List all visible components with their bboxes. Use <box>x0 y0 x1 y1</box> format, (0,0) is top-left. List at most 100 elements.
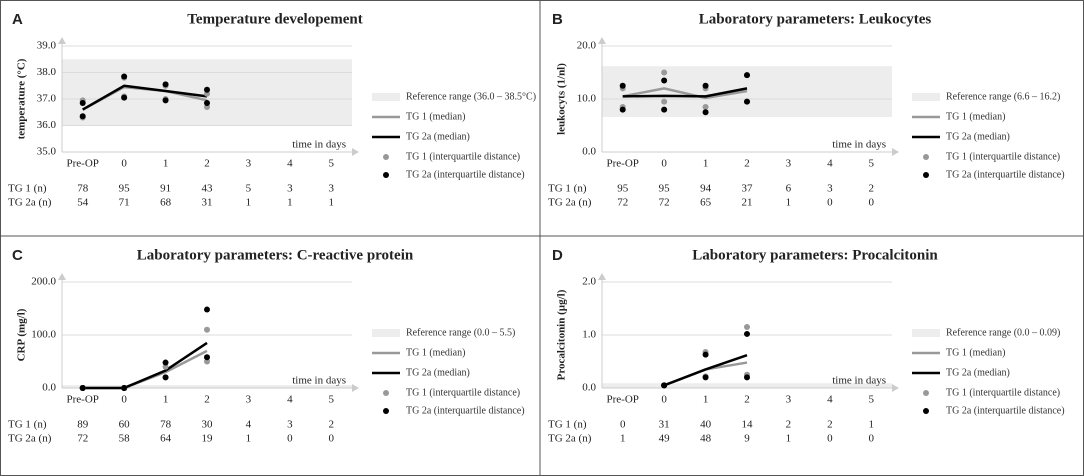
y-tick-label: 38.0 <box>37 66 57 78</box>
panel-letter: B <box>552 11 563 28</box>
x-tick-label: 5 <box>869 394 875 406</box>
count-cell: 31 <box>659 419 670 431</box>
median-line <box>622 87 748 98</box>
iqr-dot <box>702 103 709 110</box>
x-tick-label: 0 <box>121 394 127 406</box>
count-row-label: TG 2a (n) <box>548 197 592 209</box>
y-axis-arrow <box>598 37 606 44</box>
legend-swatch <box>372 93 400 101</box>
count-row-label: TG 2a (n) <box>8 433 52 445</box>
iqr-dot <box>744 98 750 105</box>
iqr-dot <box>661 106 668 113</box>
iqr-dot <box>702 374 709 381</box>
iqr-dot <box>744 374 750 381</box>
reference-band <box>602 383 892 388</box>
count-cell: 37 <box>742 183 754 195</box>
count-cell: 94 <box>700 183 712 195</box>
panel: C Laboratory parameters: C-reactive prote… <box>8 247 525 445</box>
y-axis-arrow <box>58 37 66 44</box>
count-cell: 72 <box>617 197 628 209</box>
count-cell: 3 <box>287 183 293 195</box>
count-cell: 1 <box>620 433 626 445</box>
y-tick-label: 10.0 <box>577 93 597 105</box>
iqr-dot <box>661 77 668 84</box>
count-cell: 68 <box>160 197 172 209</box>
count-row-label: TG 1 (n) <box>548 419 587 431</box>
count-cell: 48 <box>700 433 712 445</box>
count-cell: 54 <box>77 197 89 209</box>
median-line <box>663 353 748 387</box>
chart-title: Temperature developement <box>187 11 362 27</box>
legend-label: Reference range (0.0 – 0.09) <box>946 327 1060 338</box>
x-tick-label: 5 <box>329 158 335 170</box>
x-axis-label: time in days <box>832 139 886 151</box>
x-tick-label: Pre-OP <box>607 158 639 170</box>
iqr-dot <box>619 106 626 113</box>
chart-title: Laboratory parameters: Leukocytes <box>699 11 932 27</box>
count-cell: 31 <box>202 197 213 209</box>
x-tick-label: 3 <box>786 394 792 406</box>
legend-label: TG 1 (interquartile distance) <box>946 151 1060 162</box>
legend-label: TG 2a (interquartile distance) <box>946 405 1065 416</box>
x-tick-label: 3 <box>246 158 252 170</box>
x-tick-label: 0 <box>661 394 667 406</box>
y-tick-label: 35.0 <box>37 146 57 158</box>
x-tick-label: 3 <box>246 394 252 406</box>
count-cell: 1 <box>786 433 792 445</box>
legend-swatch <box>372 329 400 337</box>
y-axis-label: leukocyts (1/nl) <box>556 63 568 135</box>
y-tick-label: 200.0 <box>31 276 56 288</box>
iqr-dot <box>204 86 210 93</box>
count-cell: 19 <box>202 433 214 445</box>
count-cell: 40 <box>700 419 712 431</box>
legend-swatch <box>912 93 940 101</box>
count-cell: 1 <box>246 433 252 445</box>
count-cell: 72 <box>659 197 670 209</box>
chart-title: Laboratory parameters: C-reactive protei… <box>137 247 414 263</box>
legend-label: TG 1 (interquartile distance) <box>406 387 520 398</box>
count-cell: 0 <box>287 433 293 445</box>
count-cell: 43 <box>202 183 214 195</box>
y-axis-arrow <box>598 273 606 280</box>
iqr-dot <box>661 98 668 105</box>
count-cell: 58 <box>119 433 131 445</box>
legend-swatch <box>383 154 389 160</box>
iqr-dot <box>702 109 709 116</box>
count-cell: 1 <box>786 197 792 209</box>
panel-letter: C <box>12 247 23 264</box>
iqr-dot <box>744 330 750 337</box>
panel-letter: D <box>552 247 563 264</box>
count-cell: 4 <box>246 419 252 431</box>
count-cell: 0 <box>329 433 335 445</box>
iqr-dot <box>162 81 169 88</box>
legend-swatch <box>923 154 929 160</box>
x-tick-label: 1 <box>703 158 709 170</box>
median-line <box>82 84 208 111</box>
legend-swatch <box>923 172 929 178</box>
y-tick-label: 20.0 <box>577 40 597 52</box>
count-cell: 0 <box>827 197 833 209</box>
count-cell: 3 <box>329 183 335 195</box>
chart-title: Laboratory parameters: Procalcitonin <box>692 247 938 263</box>
count-cell: 64 <box>160 433 172 445</box>
legend-label: Reference range (0.0 – 5.5) <box>406 327 515 338</box>
y-axis-label: temperature (°C) <box>16 58 28 139</box>
iqr-dot <box>79 385 86 391</box>
count-cell: 95 <box>659 183 671 195</box>
iqr-dot <box>79 99 86 106</box>
y-axis-label: CRP (mg/l) <box>16 308 28 361</box>
count-row-label: TG 2a (n) <box>8 197 52 209</box>
iqr-dot <box>121 73 128 80</box>
legend-label: TG 1 (median) <box>946 347 1005 358</box>
iqr-dot <box>204 358 210 365</box>
count-cell: 30 <box>202 419 214 431</box>
x-tick-label: 0 <box>661 158 667 170</box>
iqr-dot <box>204 99 210 106</box>
legend-label: TG 1 (median) <box>406 111 465 122</box>
x-axis-arrow <box>892 384 899 392</box>
count-cell: 0 <box>827 433 833 445</box>
x-axis-label: time in days <box>832 375 886 387</box>
legend-label: TG 1 (median) <box>406 347 465 358</box>
count-cell: 2 <box>786 419 792 431</box>
y-tick-label: 0.0 <box>582 146 596 158</box>
